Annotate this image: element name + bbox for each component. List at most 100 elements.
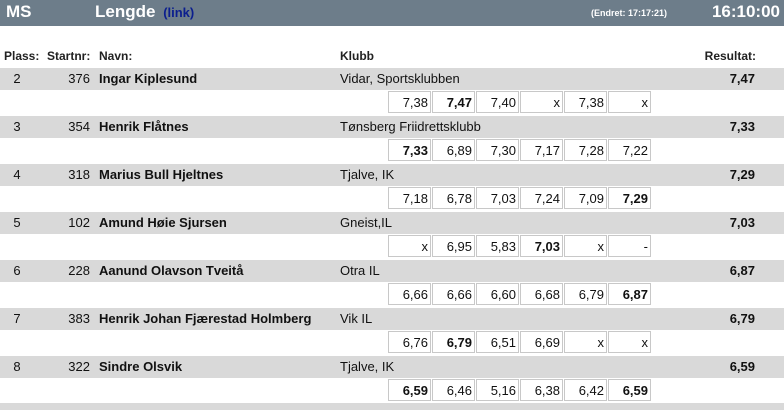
bib-cell: 102 <box>68 215 90 230</box>
athlete-row: 2 376 Ingar Kiplesund Vidar, Sportsklubben 7… <box>0 68 784 90</box>
column-header-place: Plass: <box>4 49 40 63</box>
attempts-row: x 6,95 5,83 7,03 x - <box>0 234 784 260</box>
club-name: Tjalve, IK <box>340 359 395 374</box>
result-cell: 6,87 <box>729 263 755 278</box>
attempt-cell: 7,18 <box>388 187 431 209</box>
attempt-cell: x <box>520 91 563 113</box>
attempt-cell: 6,68 <box>520 283 563 305</box>
club-name: Vidar, Sportsklubben <box>340 71 460 86</box>
attempt-cell: - <box>608 235 651 257</box>
place-cell: 3 <box>13 119 21 134</box>
result-cell: 7,33 <box>729 119 755 134</box>
club-name: Tønsberg Friidrettsklubb <box>340 119 481 134</box>
attempt-cell: 6,46 <box>432 379 475 401</box>
attempt-cell: 7,17 <box>520 139 563 161</box>
attempt-cell: 5,16 <box>476 379 519 401</box>
club-name: Tjalve, IK <box>340 167 395 182</box>
attempt-cell: 7,29 <box>608 187 651 209</box>
attempt-cell: 6,87 <box>608 283 651 305</box>
place-cell: 7 <box>13 311 21 326</box>
attempt-cell: 6,79 <box>432 331 475 353</box>
attempts-row: 6,59 6,46 5,16 6,38 6,42 6,59 <box>0 378 784 404</box>
attempts-row: 6,76 6,79 6,51 6,69 x x <box>0 330 784 356</box>
athlete-row: 5 102 Amund Høie Sjursen Gneist,IL 7,03 <box>0 212 784 234</box>
attempt-cell: 7,03 <box>520 235 563 257</box>
attempts-row: 7,18 6,78 7,03 7,24 7,09 7,29 <box>0 186 784 212</box>
athlete-name: Ingar Kiplesund <box>99 71 198 86</box>
attempt-cell: 6,51 <box>476 331 519 353</box>
event-title-wrap: Lengde (link) <box>95 2 194 22</box>
bottom-row-edge <box>0 403 784 410</box>
attempts-row: 6,66 6,66 6,60 6,68 6,79 6,87 <box>0 282 784 308</box>
attempt-cell: x <box>564 235 607 257</box>
place-cell: 5 <box>13 215 21 230</box>
attempt-cell: 6,59 <box>388 379 431 401</box>
column-header-result: Resultat: <box>704 49 756 63</box>
attempt-cell: 6,60 <box>476 283 519 305</box>
place-cell: 4 <box>13 167 21 182</box>
result-cell: 7,03 <box>729 215 755 230</box>
attempt-cell: x <box>388 235 431 257</box>
attempt-cell: 7,33 <box>388 139 431 161</box>
athlete-row: 6 228 Aanund Olavson Tveitå Otra IL 6,87 <box>0 260 784 282</box>
attempt-cell: 6,59 <box>608 379 651 401</box>
athlete-row: 8 322 Sindre Olsvik Tjalve, IK 6,59 <box>0 356 784 378</box>
athlete-row: 7 383 Henrik Johan Fjærestad Holmberg Vik I… <box>0 308 784 330</box>
result-cell: 7,29 <box>729 167 755 182</box>
attempt-cell: 7,28 <box>564 139 607 161</box>
column-header-name: Navn: <box>99 49 133 63</box>
attempt-cell: 7,47 <box>432 91 475 113</box>
attempts-row: 7,33 6,89 7,30 7,17 7,28 7,22 <box>0 138 784 164</box>
bib-cell: 383 <box>68 311 90 326</box>
bib-cell: 228 <box>68 263 90 278</box>
class-code: MS <box>6 2 32 21</box>
result-cell: 7,47 <box>729 71 755 86</box>
athlete-name: Amund Høie Sjursen <box>99 215 227 230</box>
athlete-name: Sindre Olsvik <box>99 359 183 374</box>
athlete-row: 3 354 Henrik Flåtnes Tønsberg Friidrettsklu… <box>0 116 784 138</box>
column-header-bib: Startnr: <box>47 49 91 63</box>
event-title: Lengde <box>95 2 156 21</box>
changed-timestamp: (Endret: 17:17:21) <box>591 8 668 18</box>
place-cell: 8 <box>13 359 21 374</box>
attempts-row: 7,38 7,47 7,40 x 7,38 x <box>0 90 784 116</box>
bib-cell: 354 <box>68 119 90 134</box>
place-cell: 2 <box>13 71 21 86</box>
attempt-cell: 6,66 <box>432 283 475 305</box>
attempt-cell: 7,24 <box>520 187 563 209</box>
place-cell: 6 <box>13 263 21 278</box>
attempt-cell: 7,38 <box>388 91 431 113</box>
attempt-cell: 6,66 <box>388 283 431 305</box>
attempt-cell: 7,30 <box>476 139 519 161</box>
attempt-cell: 7,22 <box>608 139 651 161</box>
attempt-cell: 6,69 <box>520 331 563 353</box>
attempt-cell: 7,40 <box>476 91 519 113</box>
event-link[interactable]: (link) <box>163 5 195 20</box>
attempt-cell: 7,03 <box>476 187 519 209</box>
bib-cell: 322 <box>68 359 90 374</box>
athlete-name: Aanund Olavson Tveitå <box>99 263 244 278</box>
bib-cell: 318 <box>68 167 90 182</box>
attempt-cell: x <box>608 91 651 113</box>
bib-cell: 376 <box>68 71 90 86</box>
attempt-cell: 6,38 <box>520 379 563 401</box>
club-name: Otra IL <box>340 263 380 278</box>
result-cell: 6,79 <box>729 311 755 326</box>
attempt-cell: 5,83 <box>476 235 519 257</box>
attempt-cell: 7,38 <box>564 91 607 113</box>
club-name: Vik IL <box>340 311 373 326</box>
attempt-cell: x <box>564 331 607 353</box>
attempt-cell: 6,79 <box>564 283 607 305</box>
athlete-row: 4 318 Marius Bull Hjeltnes Tjalve, IK 7,29 <box>0 164 784 186</box>
result-cell: 6,59 <box>729 359 755 374</box>
clock: 16:10:00 <box>711 2 780 21</box>
attempt-cell: 6,76 <box>388 331 431 353</box>
attempt-cell: 7,09 <box>564 187 607 209</box>
attempt-cell: 6,78 <box>432 187 475 209</box>
athlete-name: Henrik Flåtnes <box>99 119 189 134</box>
attempt-cell: x <box>608 331 651 353</box>
athlete-name: Henrik Johan Fjærestad Holmberg <box>99 311 312 326</box>
attempt-cell: 6,95 <box>432 235 475 257</box>
athlete-name: Marius Bull Hjeltnes <box>99 167 224 182</box>
top-bar: MS Lengde (link) (Endret: 17:17:21) 16:1… <box>0 0 784 26</box>
